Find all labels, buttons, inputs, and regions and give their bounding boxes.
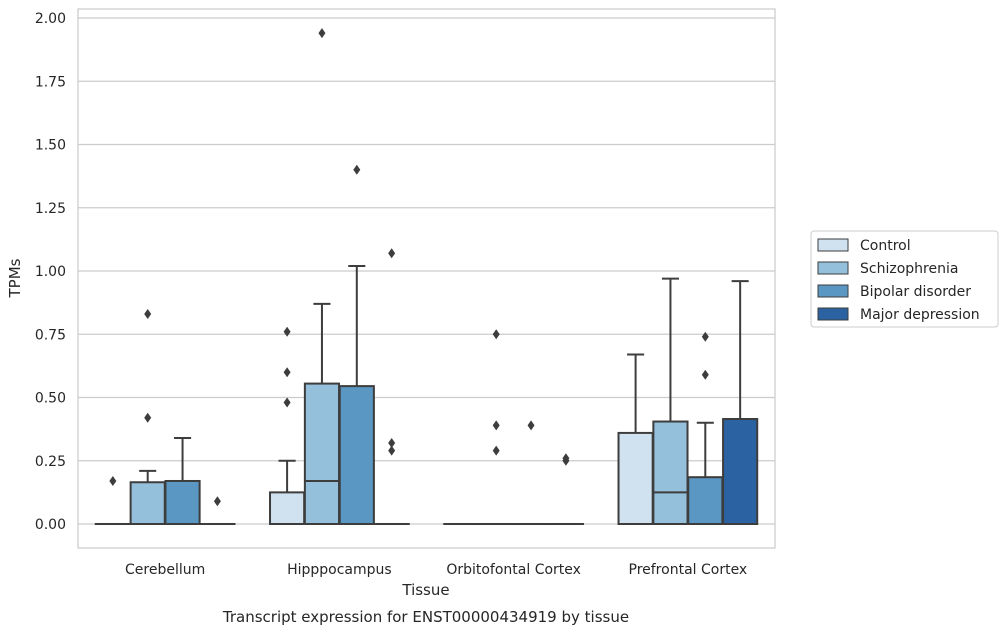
box-group bbox=[373, 248, 410, 526]
box bbox=[722, 418, 759, 526]
y-tick-label: 0.25 bbox=[35, 454, 66, 470]
chart-caption: Transcript expression for ENST0000043491… bbox=[222, 608, 629, 626]
y-tick-label: 1.00 bbox=[35, 264, 66, 280]
box bbox=[164, 479, 201, 525]
y-tick-label: 0.00 bbox=[35, 517, 66, 533]
box-group bbox=[338, 164, 375, 525]
outlier-point bbox=[353, 164, 361, 175]
y-tick-label: 0.50 bbox=[35, 391, 66, 407]
legend-swatch bbox=[817, 261, 849, 275]
legend-swatch bbox=[817, 284, 849, 298]
box bbox=[303, 382, 341, 525]
x-tick-label: Hipppocampus bbox=[287, 562, 392, 578]
x-tick-label: Orbitofontal Cortex bbox=[446, 562, 581, 578]
outlier-point bbox=[492, 445, 500, 456]
outlier-point bbox=[492, 420, 500, 431]
outlier-point bbox=[213, 496, 221, 507]
gridlines bbox=[78, 17, 775, 525]
box bbox=[338, 385, 375, 525]
y-tick-labels: 0.00 0.25 0.50 0.75 1.00 1.25 1.50 1.75 2.00 bbox=[35, 11, 66, 533]
x-tick-label: Cerebellum bbox=[125, 562, 205, 578]
outlier-point bbox=[701, 369, 709, 380]
legend-swatch bbox=[817, 307, 849, 321]
box-group bbox=[164, 436, 201, 525]
box-group bbox=[129, 309, 166, 526]
outlier-point bbox=[388, 248, 396, 259]
box bbox=[652, 420, 689, 525]
outlier-point bbox=[388, 445, 396, 456]
outlier-point bbox=[388, 438, 396, 449]
box-group bbox=[199, 496, 236, 526]
box bbox=[269, 491, 306, 525]
box-groups bbox=[94, 28, 759, 526]
box-group bbox=[94, 475, 131, 526]
outlier-point bbox=[492, 329, 500, 340]
x-axis-label: Tissue bbox=[401, 581, 449, 599]
outlier-point bbox=[283, 367, 291, 378]
box-group bbox=[269, 326, 306, 525]
y-axis-label: TPMs bbox=[6, 258, 24, 298]
legend-label: Schizophrenia bbox=[860, 261, 958, 277]
legend-label: Control bbox=[860, 238, 911, 254]
legend-label: Major depression bbox=[860, 307, 980, 323]
y-tick-label: 2.00 bbox=[35, 11, 66, 27]
outlier-point bbox=[144, 309, 152, 320]
legend-frame bbox=[810, 230, 999, 328]
x-tick-label: Prefrontal Cortex bbox=[629, 562, 748, 578]
box bbox=[687, 476, 724, 526]
box-group bbox=[652, 277, 689, 525]
x-tick-labels: Cerebellum Hipppocampus Orbitofontal Corte… bbox=[125, 562, 747, 578]
outlier-point bbox=[144, 412, 152, 423]
box-group bbox=[722, 280, 759, 526]
outlier-point bbox=[527, 420, 535, 431]
box-group bbox=[617, 353, 654, 526]
y-tick-label: 1.75 bbox=[35, 74, 66, 90]
outlier-point bbox=[283, 326, 291, 337]
box-group bbox=[478, 329, 515, 526]
legend-label: Bipolar disorder bbox=[860, 284, 971, 300]
y-tick-label: 1.50 bbox=[35, 138, 66, 154]
box-group bbox=[547, 453, 584, 526]
legend-swatch bbox=[817, 238, 849, 252]
box-group bbox=[687, 331, 724, 526]
box bbox=[617, 431, 654, 526]
box-group bbox=[303, 28, 341, 525]
outlier-point bbox=[109, 475, 117, 486]
box-group bbox=[512, 420, 550, 526]
outlier-point bbox=[701, 331, 709, 342]
outlier-point bbox=[562, 453, 570, 464]
plot-frame bbox=[77, 8, 776, 549]
legend: Control Schizophrenia Bipolar disorder Majo… bbox=[810, 230, 999, 328]
outlier-point bbox=[318, 28, 326, 39]
outlier-point bbox=[283, 397, 291, 408]
box bbox=[129, 481, 166, 526]
y-tick-label: 0.75 bbox=[35, 327, 66, 343]
y-tick-label: 1.25 bbox=[35, 201, 66, 217]
